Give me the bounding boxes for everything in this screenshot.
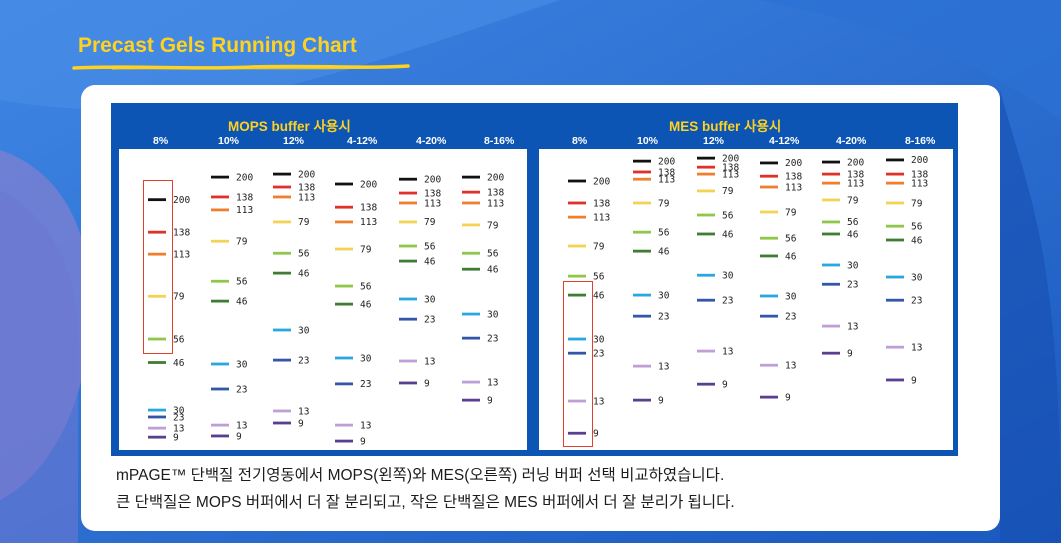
mes-panel-title: MES buffer 사용시 [669,119,782,134]
page-title: Precast Gels Running Chart [78,34,357,57]
mes-lane-header: 4-12% [769,135,800,147]
description-line-2: 큰 단백질은 MOPS 버퍼에서 더 잘 분리되고, 작은 단백질은 MES 버… [116,494,735,511]
mes-8pct-highlight-box [563,280,593,448]
mes-lane-header: 4-20% [836,135,867,147]
mops-gel-area [119,149,527,450]
mops-lane-header: 4-12% [347,135,378,147]
title-underline [72,64,410,70]
mes-lane-header: 10% [637,135,659,147]
mops-8pct-highlight-box [143,179,173,354]
description-line-1: mPAGE™ 단백질 전기영동에서 MOPS(왼쪽)와 MES(오른쪽) 러닝 … [116,467,725,484]
mes-lane-header: 12% [703,135,725,147]
mops-lane-header: 4-20% [416,135,447,147]
mops-lane-header: 10% [218,135,240,147]
mops-lane-header: 8-16% [484,135,515,147]
mops-lane-header: 12% [283,135,305,147]
mops-lane-header: 8% [153,135,169,147]
mes-lane-header: 8-16% [905,135,936,147]
mes-gel-area [539,149,953,450]
mes-lane-header: 8% [572,135,588,147]
mops-panel-title: MOPS buffer 사용시 [228,119,351,134]
